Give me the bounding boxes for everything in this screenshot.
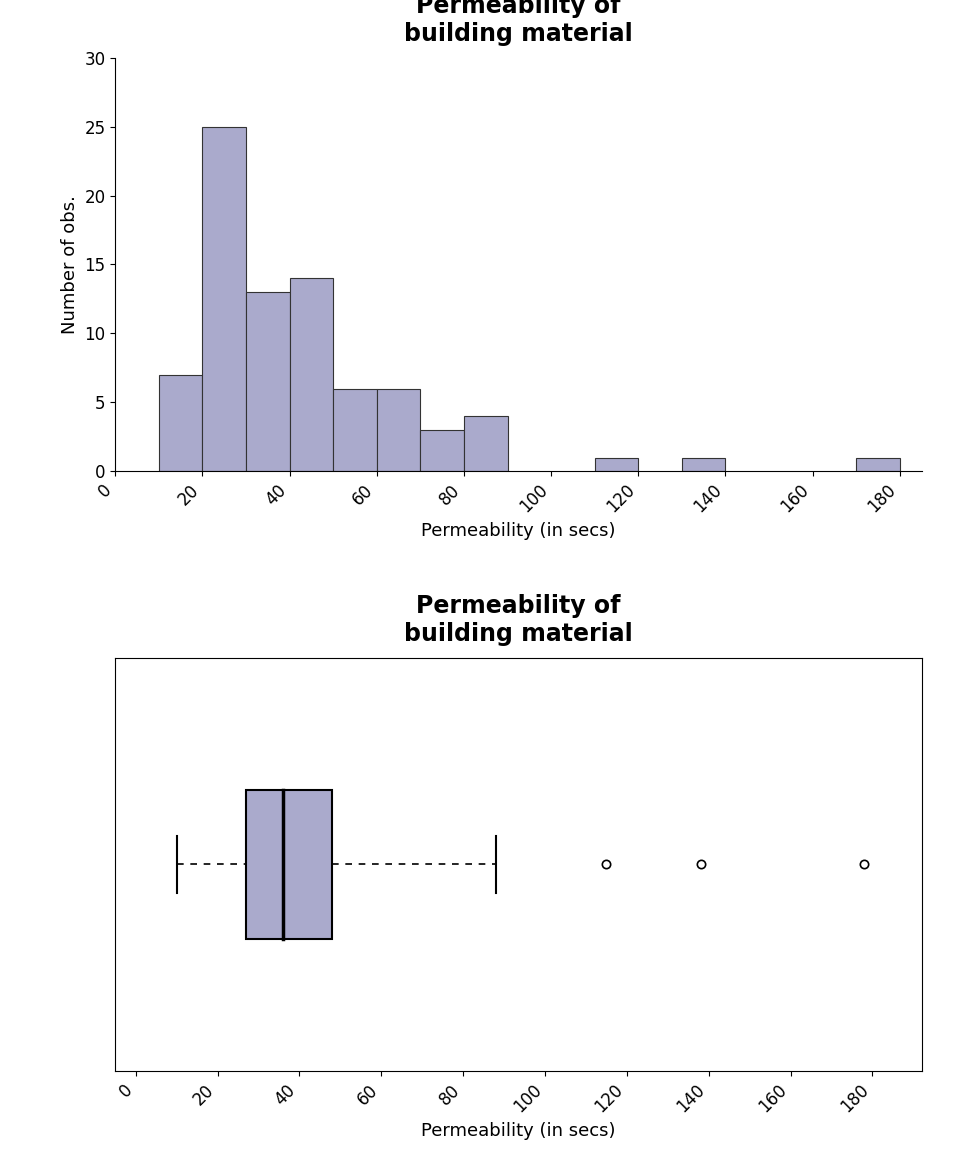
Bar xyxy=(203,127,246,471)
Bar xyxy=(594,457,638,471)
Bar xyxy=(856,457,900,471)
Bar xyxy=(246,293,290,471)
Bar xyxy=(682,457,726,471)
X-axis label: Permeability (in secs): Permeability (in secs) xyxy=(421,522,615,540)
Bar xyxy=(376,388,420,471)
Y-axis label: Number of obs.: Number of obs. xyxy=(60,195,79,334)
Bar xyxy=(290,279,333,471)
Title: Permeability of
building material: Permeability of building material xyxy=(404,0,633,46)
Bar xyxy=(158,374,203,471)
Bar xyxy=(464,416,508,471)
Bar xyxy=(420,430,464,471)
Title: Permeability of
building material: Permeability of building material xyxy=(404,594,633,646)
X-axis label: Permeability (in secs): Permeability (in secs) xyxy=(421,1122,615,1139)
Bar xyxy=(333,388,376,471)
Bar xyxy=(246,790,332,939)
